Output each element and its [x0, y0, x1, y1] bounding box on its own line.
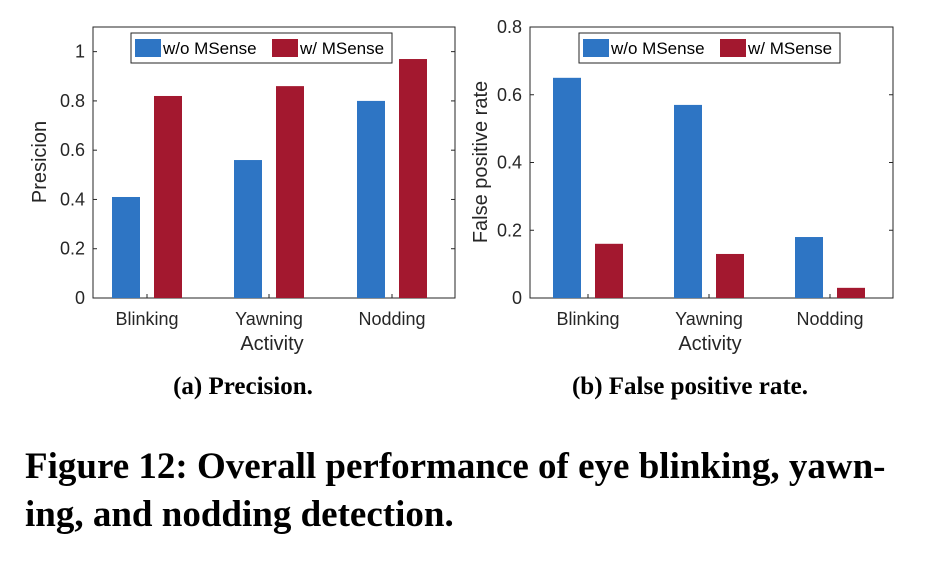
- y-tick-label: 0.8: [60, 91, 85, 111]
- y-tick-label: 0.8: [497, 17, 522, 37]
- y-axis-label: False positive rate: [470, 81, 492, 243]
- x-axis-label: Activity: [240, 333, 303, 355]
- legend-label: w/ MSense: [299, 39, 384, 58]
- bar-nodding-without-msense: [795, 237, 823, 298]
- legend-label: w/o MSense: [162, 39, 257, 58]
- bar-blinking-without-msense: [553, 77, 581, 298]
- bar-yawning-without-msense: [234, 160, 262, 298]
- bar-nodding-without-msense: [357, 100, 385, 298]
- bar-blinking-without-msense: [112, 196, 140, 298]
- legend-box: [578, 32, 841, 64]
- y-tick-label: 0.6: [60, 140, 85, 160]
- y-tick-label: 0.2: [60, 239, 85, 259]
- bar-yawning-without-msense: [674, 104, 702, 298]
- chart-precision: 0 0.2 0.4 0.6 0.8 1 Blinking Yawning Nodding Acti…: [29, 26, 456, 400]
- y-tick-label: 0.6: [497, 85, 522, 105]
- figure-caption: Figure 12: Overall performance of eye bl…: [25, 443, 910, 539]
- legend-label: w/o MSense: [610, 39, 705, 58]
- plot-frame: [92, 26, 456, 299]
- y-axis-label: Presicion: [29, 121, 51, 203]
- figure-caption-line-2: ing, and nodding detection.: [25, 494, 454, 535]
- legend-swatch: [583, 39, 609, 57]
- figure-caption-line-1: Figure 12: Overall performance of eye bl…: [25, 446, 886, 487]
- legend-label: w/ MSense: [747, 39, 832, 58]
- figure-charts: 0 0.2 0.4 0.6 0.8 1 Blinking Yawning Nodding Acti…: [29, 17, 894, 400]
- legend-box: [130, 32, 393, 64]
- bar-blinking-with-msense: [595, 243, 623, 298]
- y-tick-label: 0.2: [497, 220, 522, 240]
- subfigure-caption: (a) Precision.: [173, 373, 313, 400]
- y-tick-label: 1: [75, 42, 85, 62]
- plot-frame: [529, 26, 894, 299]
- x-tick-label: Yawning: [675, 309, 743, 329]
- bar-nodding-with-msense: [837, 287, 865, 298]
- x-tick-label: Nodding: [358, 309, 425, 329]
- legend-swatch: [720, 39, 746, 57]
- subfigure-caption: (b) False positive rate.: [572, 373, 808, 400]
- y-tick-label: 0: [75, 288, 85, 308]
- legend: w/o MSense w/ MSense: [578, 32, 841, 64]
- y-tick-label: 0: [512, 288, 522, 308]
- bar-blinking-with-msense: [154, 95, 182, 299]
- x-tick-label: Blinking: [115, 309, 178, 329]
- x-tick-label: Yawning: [235, 309, 303, 329]
- legend-swatch: [135, 39, 161, 57]
- legend: w/o MSense w/ MSense: [130, 32, 393, 64]
- legend-swatch: [272, 39, 298, 57]
- x-tick-label: Nodding: [796, 309, 863, 329]
- bar-yawning-with-msense: [716, 253, 744, 298]
- y-tick-label: 0.4: [60, 189, 85, 209]
- bar-yawning-with-msense: [276, 86, 304, 298]
- x-tick-label: Blinking: [556, 309, 619, 329]
- bar-nodding-with-msense: [399, 59, 427, 299]
- chart-false-positive-rate: 0 0.2 0.4 0.6 0.8 Blinking Yawning Nodding Activ…: [470, 17, 894, 400]
- y-tick-label: 0.4: [497, 153, 522, 173]
- x-axis-label: Activity: [678, 333, 741, 355]
